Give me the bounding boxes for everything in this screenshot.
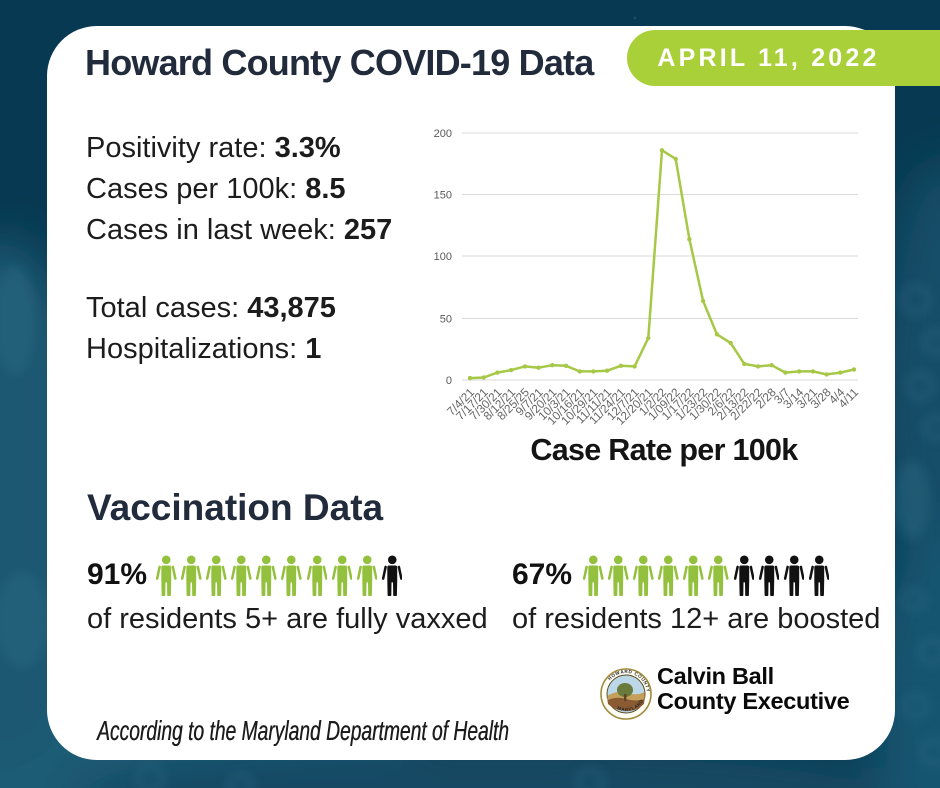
svg-text:100: 100 [434, 251, 452, 263]
svg-text:150: 150 [434, 190, 452, 202]
svg-text:200: 200 [434, 128, 452, 140]
svg-text:0: 0 [446, 375, 452, 387]
svg-text:50: 50 [440, 314, 452, 326]
